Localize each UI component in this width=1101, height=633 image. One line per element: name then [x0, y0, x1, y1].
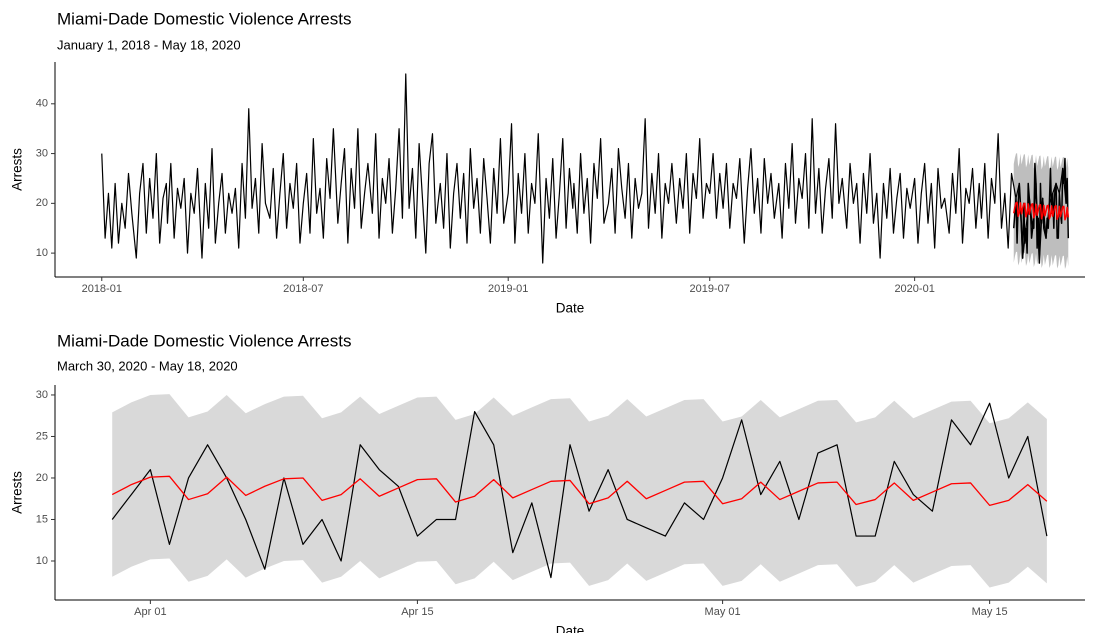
chart-title: Miami-Dade Domestic Violence Arrests	[57, 331, 351, 350]
chart-subtitle: January 1, 2018 - May 18, 2020	[57, 37, 241, 52]
x-axis-title: Date	[556, 624, 585, 633]
x-axis-title: Date	[556, 301, 585, 316]
x-tick-label: 2019-07	[690, 283, 730, 295]
y-tick-label: 10	[36, 247, 48, 259]
y-tick-label: 25	[36, 430, 48, 442]
x-tick-label: 2020-01	[894, 283, 934, 295]
y-tick-label: 40	[36, 98, 48, 110]
y-axis-title: Arrests	[10, 471, 25, 514]
y-tick-label: 30	[36, 147, 48, 159]
chart-title: Miami-Dade Domestic Violence Arrests	[57, 9, 351, 28]
x-tick-label: Apr 15	[401, 606, 433, 618]
data-line	[1013, 201, 1070, 221]
confidence-band	[112, 394, 1047, 588]
y-axis-title: Arrests	[10, 148, 25, 191]
x-tick-label: 2018-07	[283, 283, 323, 295]
x-tick-label: 2019-01	[488, 283, 528, 295]
x-tick-label: 2018-01	[82, 283, 122, 295]
data-line	[1012, 157, 1070, 264]
chart-subtitle: March 30, 2020 - May 18, 2020	[57, 358, 238, 373]
x-tick-label: May 01	[705, 606, 741, 618]
y-tick-label: 20	[36, 197, 48, 209]
y-tick-label: 15	[36, 513, 48, 525]
data-line	[111, 402, 1048, 579]
data-line	[101, 73, 1067, 264]
y-tick-label: 10	[36, 555, 48, 567]
x-tick-label: Apr 01	[134, 606, 166, 618]
x-tick-label: May 15	[972, 606, 1008, 618]
y-tick-label: 20	[36, 472, 48, 484]
y-tick-label: 30	[36, 389, 48, 401]
data-line	[111, 475, 1048, 507]
